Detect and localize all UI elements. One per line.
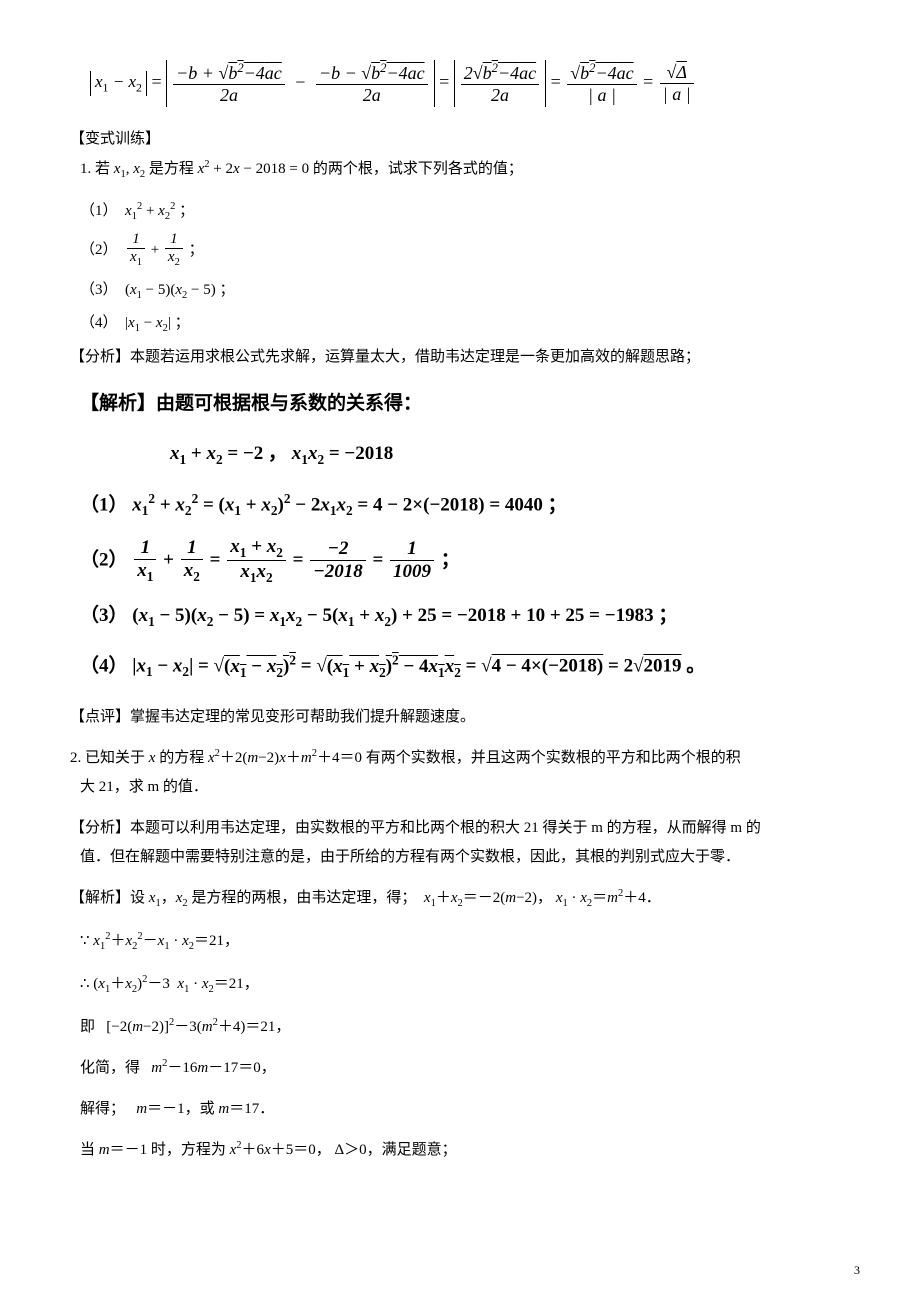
- solution-line-4: （4） |x1 − x2| = √(x1 − x2)2 = √(x1 + x2)…: [80, 647, 860, 686]
- variation-heading: 【变式训练】: [70, 127, 860, 148]
- solution2-l2: ∴ (x1＋x2)2－3 x1 · x2＝21，: [80, 971, 860, 1000]
- q1-item-1: （1） x12 + x22 ；: [80, 199, 860, 222]
- solution2-l4: 化简，得 m2－16m－17＝0，: [80, 1055, 860, 1082]
- solution2-l6: 当 m＝－1 时，方程为 x2＋6x＋5＝0， Δ＞0，满足题意；: [80, 1137, 860, 1164]
- solution-line-1: （1） x12 + x22 = (x1 + x2)2 − 2x1x2 = 4 −…: [80, 486, 860, 525]
- solution2-l3: 即 [−2(m−2)]2－3(m2＋4)＝21，: [80, 1014, 860, 1041]
- solution2-head: 【解析】设 x1，x2 是方程的两根，由韦达定理，得； x1＋x2＝－2(m−2…: [70, 885, 860, 914]
- q1-intro: 1. 若 x1, x2 是方程 x2 + 2x − 2018 = 0 的两个根，…: [80, 156, 860, 185]
- q2-intro-b: 大 21，求 m 的值．: [80, 774, 860, 801]
- q1-item-3: （3） (x1 − 5)(x2 − 5) ；: [80, 278, 860, 301]
- review-1: 【点评】掌握韦达定理的常见变形可帮助我们提升解题速度。: [70, 704, 860, 731]
- analysis-2-b: 值．但在解题中需要特别注意的是，由于所给的方程有两个实数根，因此，其根的判别式应…: [80, 844, 860, 871]
- solution-sum: x1 + x2 = −2 ， x1x2 = −2018: [170, 435, 860, 473]
- document-page: x1 − x2 = −b + √b2−4ac 2a − −b − √b2−4ac…: [0, 0, 920, 1302]
- analysis-1: 【分析】本题若运用求根公式先求解，运算量太大，借助韦达定理是一条更加高效的解题思…: [70, 344, 860, 371]
- analysis-2-a: 【分析】本题可以利用韦达定理，由实数根的平方和比两个根的积大 21 得关于 m …: [70, 815, 860, 842]
- solution-line-2: （2） 1x1 + 1x2 = x1 + x2x1x2 = −2−2018 = …: [80, 537, 860, 586]
- q1-item-2: （2） 1x1 + 1x2 ；: [80, 232, 860, 269]
- plus-sign: +: [151, 242, 159, 258]
- q1-item-4: （4） |x1 − x2| ；: [80, 311, 860, 334]
- q2-intro-a: 2. 已知关于 x 的方程 x2＋2(m−2)x＋m2＋4＝0 有两个实数根，并…: [70, 745, 860, 772]
- solution2-l5: 解得； m＝－1，或 m＝17．: [80, 1096, 860, 1123]
- solution-line-3: （3） (x1 − 5)(x2 − 5) = x1x2 − 5(x1 + x2)…: [80, 597, 860, 635]
- solution-heading: 【解析】由题可根据根与系数的关系得：: [80, 385, 860, 423]
- top-formula: x1 − x2 = −b + √b2−4ac 2a − −b − √b2−4ac…: [90, 60, 860, 107]
- page-number: 3: [854, 1263, 860, 1278]
- solution2-l1: ∵ x12＋x22－x1 · x2＝21，: [80, 928, 860, 957]
